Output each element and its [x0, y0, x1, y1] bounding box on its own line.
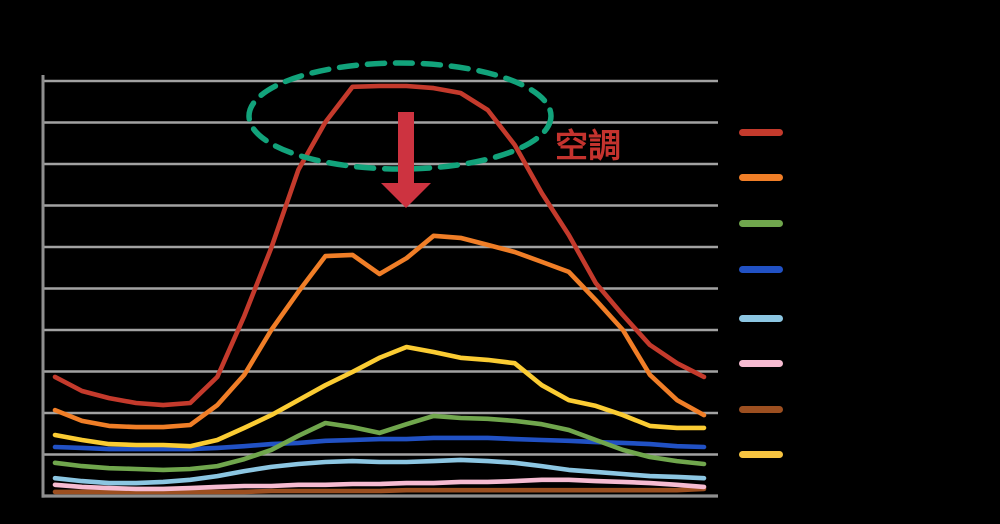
- line-pink: [52, 477, 707, 492]
- annotation-group: 空調: [246, 60, 621, 208]
- line-lightblue: [52, 457, 707, 486]
- line-red: [52, 83, 707, 408]
- line-brown: [52, 486, 707, 495]
- series-lines: [52, 83, 707, 495]
- down-arrow-icon: [381, 112, 431, 208]
- line-yellow: [52, 344, 707, 449]
- air-conditioning-label: 空調: [555, 126, 621, 165]
- gridlines: [41, 79, 718, 498]
- highlight-ellipse-and-arrow: [246, 60, 554, 208]
- line-green: [52, 413, 707, 473]
- line-orange: [52, 233, 707, 430]
